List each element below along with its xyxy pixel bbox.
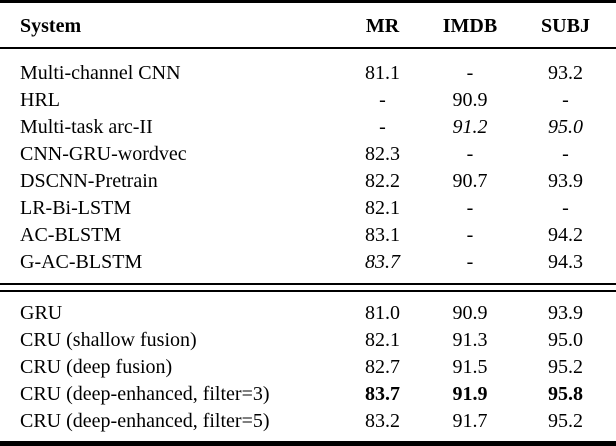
double-rule: [0, 283, 616, 292]
subj-cell: 93.9: [548, 170, 583, 192]
table-row: Multi-channel CNN 81.1 - 93.2: [0, 48, 616, 87]
subj-cell: 94.3: [548, 251, 583, 273]
system-cell: CRU (shallow fusion): [20, 329, 197, 351]
system-cell: DSCNN-Pretrain: [20, 170, 158, 192]
system-cell: CRU (deep-enhanced, filter=3): [20, 383, 270, 405]
system-cell: Multi-channel CNN: [20, 62, 181, 84]
mr-cell: -: [379, 89, 386, 111]
table-row: HRL - 90.9 -: [0, 87, 616, 114]
subj-cell: 95.2: [548, 356, 583, 378]
imdb-cell: -: [466, 197, 474, 219]
mr-cell: -: [379, 116, 386, 138]
subj-cell: 95.2: [548, 410, 583, 432]
system-cell: G-AC-BLSTM: [20, 251, 143, 273]
table-row: AC-BLSTM 83.1 - 94.2: [0, 222, 616, 249]
mr-cell: 83.7: [365, 251, 400, 273]
mr-cell: 82.2: [365, 170, 400, 192]
column-header-system: System: [0, 1, 340, 49]
imdb-cell: 91.3: [452, 329, 488, 351]
table-row: GRU 81.0 90.9 93.9: [0, 292, 616, 327]
header-row: System MR IMDB SUBJ: [0, 1, 616, 49]
mr-cell: 81.0: [365, 302, 400, 324]
table-row: CRU (deep-enhanced, filter=5) 83.2 91.7 95.…: [0, 408, 616, 444]
imdb-cell: 90.9: [452, 89, 488, 111]
system-cell: CNN-GRU-wordvec: [20, 143, 187, 165]
table-row: CRU (deep fusion) 82.7 91.5 95.2: [0, 354, 616, 381]
subj-cell: 95.0: [548, 116, 583, 138]
subj-cell: 93.2: [548, 62, 583, 84]
mr-cell: 83.2: [365, 410, 400, 432]
subj-cell: 94.2: [548, 224, 583, 246]
subj-cell: -: [562, 89, 569, 111]
mr-cell: 82.7: [365, 356, 400, 378]
section-divider: [0, 283, 616, 292]
imdb-cell: -: [466, 62, 474, 84]
table-row: G-AC-BLSTM 83.7 - 94.3: [0, 249, 616, 283]
imdb-cell: 90.7: [452, 170, 488, 192]
imdb-cell: 91.5: [452, 356, 488, 378]
imdb-cell: 90.9: [452, 302, 488, 324]
table-row: LR-Bi-LSTM 82.1 - -: [0, 195, 616, 222]
table-row: CNN-GRU-wordvec 82.3 - -: [0, 141, 616, 168]
system-cell: Multi-task arc-II: [20, 116, 153, 138]
subj-cell: 95.8: [548, 383, 583, 405]
system-cell: LR-Bi-LSTM: [20, 197, 132, 219]
imdb-cell: -: [466, 251, 474, 273]
subj-cell: 93.9: [548, 302, 583, 324]
table-row: CRU (deep-enhanced, filter=3) 83.7 91.9 95.…: [0, 381, 616, 408]
table-row: DSCNN-Pretrain 82.2 90.7 93.9: [0, 168, 616, 195]
mr-cell: 82.3: [365, 143, 400, 165]
system-cell: HRL: [20, 89, 60, 111]
subj-cell: -: [562, 143, 569, 165]
table-row: CRU (shallow fusion) 82.1 91.3 95.0: [0, 327, 616, 354]
section-baseline-systems: Multi-channel CNN 81.1-93.2 HRL -90.9- Multi…: [0, 48, 616, 283]
imdb-cell: -: [466, 143, 474, 165]
system-cell: CRU (deep fusion): [20, 356, 173, 378]
imdb-cell: 91.7: [452, 410, 488, 432]
column-header-imdb: IMDB: [425, 1, 515, 49]
table-header: System MR IMDB SUBJ: [0, 1, 616, 49]
subj-cell: -: [562, 197, 569, 219]
system-cell: CRU (deep-enhanced, filter=5): [20, 410, 270, 432]
subj-cell: 95.0: [548, 329, 583, 351]
mr-cell: 82.1: [365, 329, 400, 351]
mr-cell: 83.1: [365, 224, 400, 246]
column-header-subj: SUBJ: [515, 1, 616, 49]
mr-cell: 81.1: [365, 62, 400, 84]
imdb-cell: 91.9: [452, 383, 488, 405]
table-row: Multi-task arc-II - 91.2 95.0: [0, 114, 616, 141]
divider-row: [0, 283, 616, 292]
column-header-mr: MR: [340, 1, 425, 49]
imdb-cell: 91.2: [452, 116, 488, 138]
system-cell: AC-BLSTM: [20, 224, 122, 246]
mr-cell: 83.7: [365, 383, 400, 405]
section-proposed-systems: GRU 81.0 90.9 93.9 CRU (shallow fusion) 82.1 9…: [0, 292, 616, 444]
imdb-cell: -: [466, 224, 474, 246]
mr-cell: 82.1: [365, 197, 400, 219]
system-cell: GRU: [20, 302, 63, 324]
